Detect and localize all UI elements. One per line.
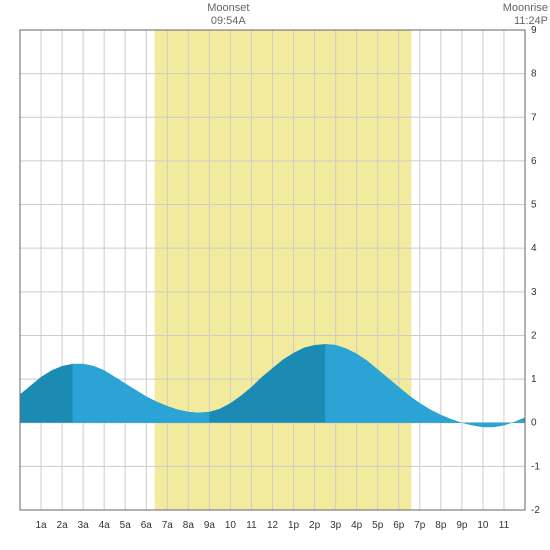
moonset-label: Moonset09:54A	[198, 2, 258, 28]
y-tick-label: 6	[531, 156, 537, 167]
moonset-label-time: 09:54A	[198, 15, 258, 28]
y-tick-label: 8	[531, 69, 537, 80]
x-tick-label: 4a	[99, 520, 111, 531]
x-tick-label: 7a	[162, 520, 174, 531]
x-tick-label: 9p	[456, 520, 468, 531]
y-tick-label: 2	[531, 330, 537, 341]
y-tick-label: 0	[531, 418, 537, 429]
x-tick-label: 6a	[141, 520, 153, 531]
chart-svg: -2-101234567891a2a3a4a5a6a7a8a9a1011121p…	[0, 0, 550, 550]
moonset-label-title: Moonset	[198, 2, 258, 15]
y-tick-label: -1	[531, 461, 540, 472]
moonrise-label-title: Moonrise	[503, 2, 548, 15]
x-tick-label: 11	[246, 520, 257, 531]
x-tick-label: 9a	[204, 520, 216, 531]
y-tick-label: 3	[531, 287, 537, 298]
x-tick-label: 2p	[309, 520, 321, 531]
x-tick-label: 8p	[435, 520, 447, 531]
x-tick-label: 1p	[288, 520, 300, 531]
x-tick-label: 5p	[372, 520, 384, 531]
x-tick-label: 3p	[330, 520, 342, 531]
x-tick-label: 6p	[393, 520, 405, 531]
x-tick-label: 11	[499, 520, 510, 531]
y-tick-label: 4	[531, 243, 537, 254]
moonrise-label-time: 11:24P	[503, 15, 548, 28]
x-tick-label: 5a	[120, 520, 132, 531]
x-tick-label: 2a	[57, 520, 69, 531]
y-tick-label: 1	[531, 374, 537, 385]
x-tick-label: 10	[477, 520, 489, 531]
moonrise-label: Moonrise11:24P	[503, 2, 548, 28]
y-tick-label: 5	[531, 200, 537, 211]
y-tick-label: 7	[531, 112, 537, 123]
daylight-band	[155, 30, 412, 510]
x-tick-label: 1a	[35, 520, 47, 531]
x-tick-label: 3a	[78, 520, 90, 531]
x-tick-label: 12	[267, 520, 279, 531]
x-tick-label: 8a	[183, 520, 195, 531]
x-tick-label: 4p	[351, 520, 363, 531]
tide-chart: -2-101234567891a2a3a4a5a6a7a8a9a1011121p…	[0, 0, 550, 550]
y-tick-label: -2	[531, 505, 540, 516]
x-tick-label: 7p	[414, 520, 426, 531]
x-tick-label: 10	[225, 520, 237, 531]
